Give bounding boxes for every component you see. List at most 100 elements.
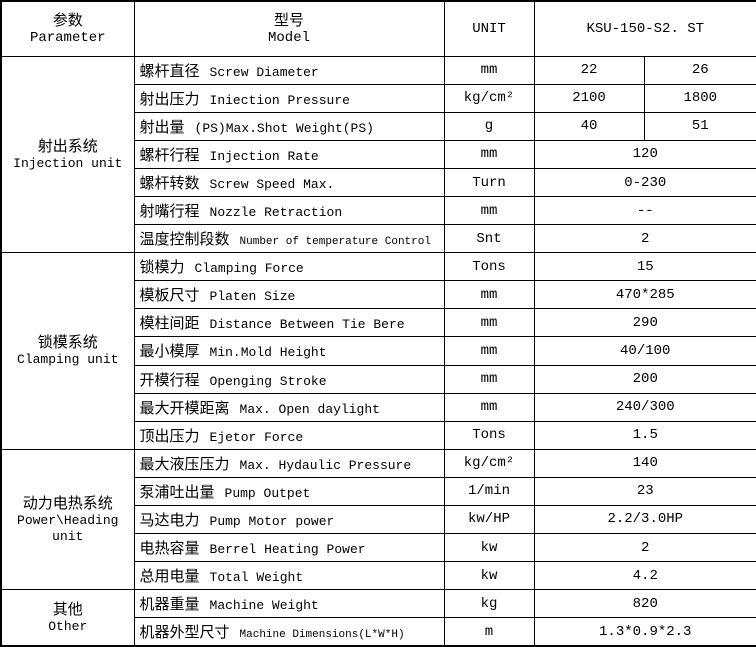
param-label-en: Machine Dimensions(L*W*H)	[239, 629, 405, 642]
param-cell: 机器外型尺寸 Machine Dimensions(L*W*H)	[133, 617, 445, 647]
unit-cell: kg	[443, 589, 535, 619]
param-label-en: Min.Mold Height	[209, 345, 327, 361]
param-label-cn: 机器外型尺寸	[139, 624, 230, 642]
row-total-power: 总用电量 Total Weight kw 4.2	[1, 561, 756, 591]
param-cell: 射嘴行程 Nozzle Retraction	[133, 196, 445, 226]
row-screw-diameter: 射出系统 Injection unit 螺杆直径 Screw Diameter m…	[0, 55, 756, 254]
param-label-cn: 射出量	[139, 118, 185, 136]
unit-cell: kg/cm²	[443, 83, 535, 113]
header-parameter-cn: 参数	[52, 11, 83, 29]
param-cell: 泵浦吐出量 Pump Outpet	[133, 476, 445, 506]
param-label-en: Screw Diameter	[209, 64, 319, 80]
value-cell: 240/300	[533, 392, 756, 422]
unit-cell: kw/HP	[443, 504, 535, 534]
header-parameter-en: Parameter	[29, 29, 106, 46]
param-label-en: Total Weight	[209, 570, 304, 586]
row-machine-dimensions: 机器外型尺寸 Machine Dimensions(L*W*H) m 1.3*0.…	[1, 617, 756, 647]
unit-cell: kw	[443, 532, 535, 563]
value-cell-a: 40	[533, 111, 645, 141]
param-cell: 锁模力 Clamping Force	[133, 252, 445, 282]
value-cell-a: 2100	[533, 83, 645, 113]
section-label-cn: 其他	[52, 601, 83, 619]
unit-cell: Tons	[443, 252, 535, 282]
param-cell: 模板尺寸 Platen Size	[133, 280, 445, 310]
param-label-en: Distance Between Tie Bere	[209, 317, 405, 333]
section-label-cn: 射出系统	[37, 137, 98, 155]
param-label-cn: 顶出压力	[139, 427, 200, 445]
unit-cell: mm	[443, 392, 535, 422]
section-power-heating-unit: 动力电热系统 Power\Heading unit	[0, 448, 135, 591]
section-injection-unit: 射出系统 Injection unit	[0, 55, 135, 254]
param-label-en: Openging Stroke	[209, 373, 327, 389]
value-cell: 470*285	[533, 280, 756, 310]
unit-cell: Turn	[443, 167, 535, 198]
row-min-mold-height: 最小模厚 Min.Mold Height mm 40/100	[1, 336, 756, 366]
param-label-en: Berrel Heating Power	[209, 542, 366, 558]
param-label-en: Max. Open daylight	[239, 401, 380, 417]
row-clamping-force: 锁模系统 Clamping unit 锁模力 Clamping Force Ton…	[0, 252, 756, 450]
value-cell-a: 22	[533, 55, 645, 85]
param-label-cn: 马达电力	[139, 511, 200, 529]
unit-cell: g	[443, 111, 535, 141]
param-label-cn: 螺杆直径	[139, 62, 200, 80]
row-injection-pressure: 射出压力 Iniection Pressure kg/cm² 2100 1800	[1, 83, 756, 113]
row-max-hydraulic-pressure: 动力电热系统 Power\Heading unit 最大液压压力 Max. Hyd…	[0, 448, 756, 591]
value-cell: 200	[533, 364, 756, 394]
param-label-en: Platen Size	[209, 289, 296, 305]
param-cell: 模柱间距 Distance Between Tie Bere	[133, 308, 445, 338]
param-cell: 温度控制段数 Number of temperature Control	[133, 224, 445, 254]
param-label-cn: 螺杆行程	[139, 146, 200, 164]
header-unit: UNIT	[443, 0, 535, 57]
param-label-en: Machine Weight	[209, 598, 319, 614]
value-cell: 2	[533, 532, 756, 563]
section-label-en: Clamping unit	[17, 352, 119, 368]
value-cell: 40/100	[533, 336, 756, 366]
unit-cell: kw	[443, 561, 535, 591]
section-label-en: Injection unit	[13, 155, 123, 171]
param-label-cn: 模柱间距	[139, 315, 200, 333]
header-model-cn: 型号	[273, 11, 304, 29]
param-label-en: Pump Outpet	[224, 485, 311, 501]
value-cell-b: 1800	[643, 83, 756, 113]
value-cell: 120	[533, 139, 756, 169]
row-pump-motor-power: 马达电力 Pump Motor power kw/HP 2.2/3.0HP	[1, 504, 756, 534]
value-cell: 140	[533, 448, 756, 478]
unit-cell: kg/cm²	[443, 448, 535, 478]
value-cell: 15	[533, 252, 756, 282]
param-label-en: Screw Speed Max.	[209, 177, 335, 192]
unit-cell: mm	[443, 364, 535, 394]
unit-cell: Snt	[443, 224, 535, 254]
param-label-cn: 螺杆转数	[139, 175, 200, 192]
unit-cell: mm	[443, 196, 535, 226]
param-label-en: Clamping Force	[194, 261, 304, 277]
param-label-en: Pump Motor power	[209, 513, 335, 529]
section-label-en: Power\Heading unit	[17, 512, 119, 544]
value-cell-b: 26	[643, 55, 756, 85]
header-row: 参数 Parameter 型号 Model UNIT KSU-150-S2. S…	[0, 0, 756, 57]
unit-cell: mm	[443, 336, 535, 366]
param-label-cn: 最大开模距离	[139, 399, 230, 417]
param-label-cn: 温度控制段数	[139, 231, 230, 249]
param-label-cn: 电热容量	[139, 540, 200, 558]
value-cell: 1.3*0.9*2.3	[533, 617, 756, 647]
row-screw-speed: 螺杆转数 Screw Speed Max. Turn 0-230	[1, 167, 756, 198]
param-cell: 开模行程 Openging Stroke	[133, 364, 445, 394]
row-platen-size: 模板尺寸 Platen Size mm 470*285	[1, 280, 756, 310]
unit-cell: mm	[443, 308, 535, 338]
section-label-cn: 锁模系统	[37, 334, 98, 352]
param-cell: 射出量 (PS)Max.Shot Weight(PS)	[133, 111, 445, 141]
row-barrel-heating-power: 电热容量 Berrel Heating Power kw 2	[1, 532, 756, 563]
value-cell: 0-230	[533, 167, 756, 198]
header-model-en: Model	[267, 29, 310, 46]
param-label-cn: 射嘴行程	[139, 203, 200, 221]
value-cell: 290	[533, 308, 756, 338]
param-cell: 最大开模距离 Max. Open daylight	[133, 392, 445, 422]
param-label-cn: 模板尺寸	[139, 287, 200, 305]
param-label-cn: 最小模厚	[139, 343, 200, 361]
param-cell: 电热容量 Berrel Heating Power	[133, 532, 445, 563]
param-label-en: Number of temperature Control	[239, 236, 431, 249]
param-cell: 最小模厚 Min.Mold Height	[133, 336, 445, 366]
value-cell: --	[533, 196, 756, 226]
